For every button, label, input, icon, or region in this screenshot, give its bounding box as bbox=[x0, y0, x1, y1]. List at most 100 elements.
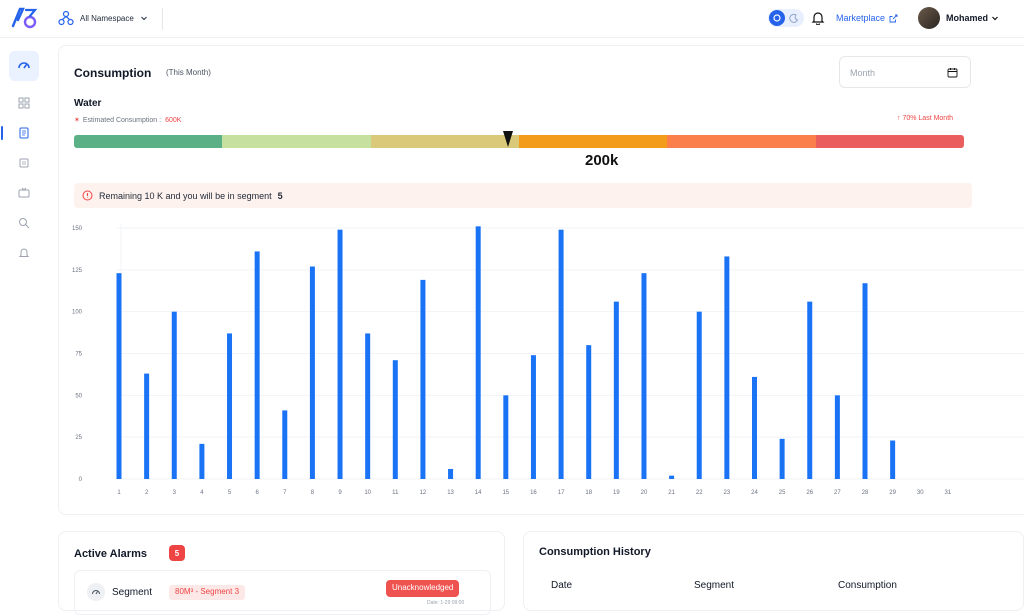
bar-day-28[interactable] bbox=[862, 283, 868, 479]
segment-alert: Remaining 10 K and you will be in segmen… bbox=[74, 183, 972, 208]
x-tick-label: 29 bbox=[889, 490, 896, 496]
bell-icon bbox=[18, 248, 30, 257]
bar-day-8[interactable] bbox=[309, 266, 315, 479]
current-level-marker bbox=[503, 131, 513, 147]
info-circle-icon bbox=[82, 190, 93, 201]
column-header-consumption: Consumption bbox=[838, 580, 897, 591]
month-placeholder: Month bbox=[850, 68, 876, 78]
app-logo[interactable] bbox=[10, 6, 38, 30]
segment-6 bbox=[815, 135, 964, 148]
search-icon bbox=[19, 218, 30, 229]
x-tick-label: 28 bbox=[862, 490, 869, 496]
alarm-item[interactable]: Segment 80M³ - Segment 3 Unacknowledged … bbox=[74, 570, 491, 615]
x-tick-label: 17 bbox=[558, 490, 565, 496]
consumption-card: Consumption (This Month) Month Water ✶ Es… bbox=[58, 45, 1024, 515]
alert-segment: 5 bbox=[277, 190, 283, 201]
bar-day-9[interactable] bbox=[337, 229, 343, 479]
chevron-down-icon bbox=[140, 16, 147, 21]
bar-day-21[interactable] bbox=[669, 475, 675, 479]
tv-icon bbox=[18, 187, 30, 198]
x-tick-label: 26 bbox=[806, 490, 813, 496]
segment-2 bbox=[222, 135, 371, 148]
month-picker[interactable]: Month bbox=[839, 56, 971, 88]
x-tick-label: 20 bbox=[641, 490, 648, 496]
bar-day-22[interactable] bbox=[696, 311, 702, 479]
bar-day-19[interactable] bbox=[613, 301, 619, 479]
bar-day-3[interactable] bbox=[171, 311, 177, 479]
chevron-down-icon bbox=[992, 16, 998, 21]
x-tick-label: 11 bbox=[392, 490, 399, 496]
theme-toggle[interactable] bbox=[768, 9, 804, 27]
bar-day-4[interactable] bbox=[199, 443, 205, 479]
last-month-change: ↑ 70% Last Month bbox=[897, 115, 953, 122]
y-tick-label: 50 bbox=[75, 393, 82, 399]
x-tick-label: 10 bbox=[364, 490, 371, 496]
alarm-tag: 80M³ - Segment 3 bbox=[169, 585, 246, 600]
bar-day-14[interactable] bbox=[475, 226, 481, 479]
x-tick-label: 27 bbox=[834, 490, 841, 496]
marketplace-label: Marketplace bbox=[836, 13, 886, 23]
estimated-value: 600K bbox=[165, 117, 182, 124]
y-tick-label: 150 bbox=[72, 226, 83, 232]
x-tick-label: 8 bbox=[311, 490, 315, 496]
sidebar-item-alerts[interactable] bbox=[9, 238, 39, 268]
x-tick-label: 5 bbox=[228, 490, 232, 496]
active-indicator bbox=[1, 126, 3, 140]
x-tick-label: 4 bbox=[200, 490, 204, 496]
user-menu[interactable]: Mohamed bbox=[946, 13, 999, 23]
sidebar bbox=[0, 38, 48, 603]
column-header-segment: Segment bbox=[694, 580, 735, 591]
marketplace-link[interactable]: Marketplace bbox=[836, 13, 898, 23]
bar-day-18[interactable] bbox=[586, 345, 592, 479]
divider bbox=[162, 8, 163, 30]
bar-day-26[interactable] bbox=[807, 301, 813, 479]
bar-day-7[interactable] bbox=[282, 410, 288, 479]
bar-day-2[interactable] bbox=[144, 373, 150, 479]
bar-day-15[interactable] bbox=[503, 395, 509, 479]
alarm-name: Segment bbox=[112, 587, 153, 598]
x-tick-label: 30 bbox=[917, 490, 924, 496]
bar-day-13[interactable] bbox=[448, 468, 454, 479]
sidebar-item-tv[interactable] bbox=[9, 178, 39, 208]
bar-day-17[interactable] bbox=[558, 229, 564, 479]
x-tick-label: 15 bbox=[502, 490, 509, 496]
sidebar-item-reports[interactable] bbox=[9, 118, 39, 148]
sidebar-item-dashboard[interactable] bbox=[9, 51, 39, 81]
y-tick-label: 25 bbox=[75, 435, 82, 441]
period-label: (This Month) bbox=[166, 68, 211, 77]
y-tick-label: 100 bbox=[72, 310, 83, 316]
bar-day-10[interactable] bbox=[365, 333, 371, 479]
namespace-selector[interactable]: All Namespace bbox=[58, 10, 148, 26]
bar-day-5[interactable] bbox=[227, 333, 233, 479]
namespace-icon bbox=[58, 10, 74, 26]
bar-day-25[interactable] bbox=[779, 438, 785, 479]
segment-4 bbox=[518, 135, 668, 148]
external-link-icon bbox=[889, 14, 898, 22]
sidebar-item-grid[interactable] bbox=[9, 88, 39, 118]
x-tick-label: 13 bbox=[447, 490, 454, 496]
bar-day-6[interactable] bbox=[254, 251, 260, 479]
y-tick-label: 0 bbox=[79, 477, 83, 483]
x-tick-label: 18 bbox=[585, 490, 592, 496]
bar-day-12[interactable] bbox=[420, 279, 426, 479]
segment-1 bbox=[74, 135, 223, 148]
bar-day-16[interactable] bbox=[530, 355, 536, 479]
x-tick-label: 24 bbox=[751, 490, 758, 496]
notification-bell-icon[interactable] bbox=[811, 11, 825, 25]
bar-day-29[interactable] bbox=[890, 440, 896, 479]
bar-day-27[interactable] bbox=[834, 395, 840, 479]
bar-day-23[interactable] bbox=[724, 256, 730, 479]
bar-day-1[interactable] bbox=[116, 273, 122, 479]
history-title: Consumption History bbox=[539, 546, 651, 558]
sidebar-item-devices[interactable] bbox=[9, 148, 39, 178]
gauge-icon bbox=[87, 583, 105, 601]
bar-day-11[interactable] bbox=[392, 360, 398, 479]
avatar[interactable] bbox=[918, 7, 940, 29]
alarm-date: Date: 1-29 09:00 bbox=[427, 600, 465, 606]
bar-day-20[interactable] bbox=[641, 273, 647, 479]
x-tick-label: 19 bbox=[613, 490, 620, 496]
segment-3 bbox=[370, 135, 519, 148]
sidebar-item-search[interactable] bbox=[9, 208, 39, 238]
bar-day-24[interactable] bbox=[751, 376, 757, 479]
